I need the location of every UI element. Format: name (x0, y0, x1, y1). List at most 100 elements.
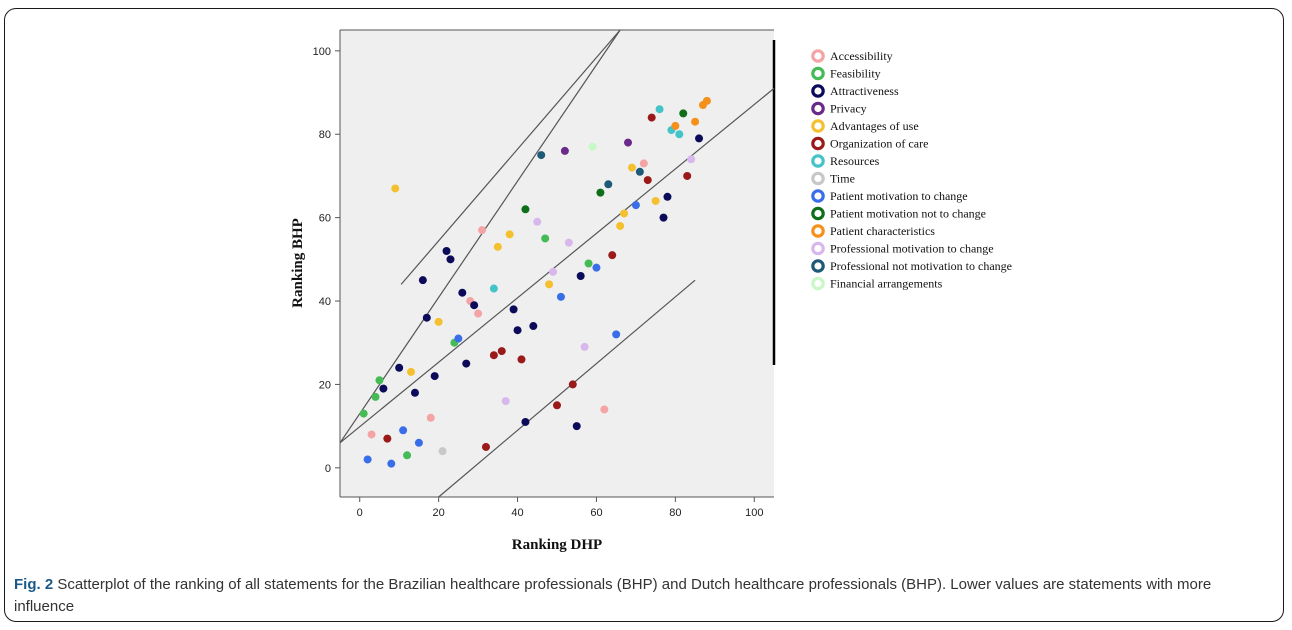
point-patient-motivation-not-to-change (679, 109, 688, 118)
point-privacy (560, 146, 569, 155)
reference-line-1 (339, 29, 621, 444)
y-tick-label: 60 (319, 213, 331, 225)
legend-marker-patient-characteristics (811, 224, 825, 238)
point-patient-motivation-to-change (387, 459, 396, 468)
point-advantages-of-use (620, 209, 629, 218)
point-advantages-of-use (651, 196, 660, 205)
point-patient-motivation-to-change (612, 330, 621, 339)
point-professional-motivation-to-change (564, 238, 573, 247)
point-attractiveness (422, 313, 431, 322)
point-organization-of-care (608, 251, 617, 260)
legend-marker-attractiveness (811, 84, 825, 98)
point-feasibility (403, 451, 412, 460)
point-accessibility (600, 405, 609, 414)
point-organization-of-care (489, 351, 498, 360)
point-attractiveness (659, 213, 668, 222)
point-professional-motivation-to-change (501, 397, 510, 406)
legend-label-advantages-of-use: Advantages of use (830, 119, 919, 133)
x-tick-label: 80 (669, 507, 681, 519)
point-feasibility (584, 259, 593, 268)
x-tick-label: 60 (590, 507, 602, 519)
point-advantages-of-use (545, 280, 554, 289)
legend-marker-professional-motivation-to-change (811, 241, 825, 256)
point-patient-characteristics (671, 121, 680, 130)
point-resources (489, 284, 498, 293)
point-advantages-of-use (493, 242, 502, 251)
axis-ticks: 0 20 40 60 80 100 0 20 40 60 80 100 (313, 46, 764, 519)
legend-marker-accessibility (811, 49, 825, 63)
point-organization-of-care (517, 355, 526, 364)
point-attractiveness (430, 372, 439, 381)
point-privacy (624, 138, 633, 147)
legend-label-professional-motivation-to-change: Professional motivation to change (830, 242, 994, 256)
legend-marker-time (811, 171, 825, 186)
legend-marker-advantages-of-use (811, 119, 825, 133)
point-advantages-of-use (616, 221, 625, 230)
point-advantages-of-use (407, 367, 416, 376)
legend-label-accessibility: Accessibility (830, 49, 893, 63)
legend-marker-resources (811, 154, 825, 168)
reference-lines (339, 29, 775, 498)
point-feasibility (375, 376, 384, 385)
point-attractiveness (576, 272, 585, 281)
point-attractiveness (529, 322, 538, 331)
y-tick-label: 40 (319, 296, 331, 308)
x-tick-label: 0 (357, 507, 363, 519)
point-attractiveness (410, 388, 419, 397)
legend-marker-financial-arrangements (811, 276, 825, 291)
point-attractiveness (521, 417, 530, 426)
legend-marker-privacy (811, 101, 825, 116)
legend-marker-organization-of-care (811, 136, 825, 151)
point-professional-not-motivation-to-change (604, 180, 613, 189)
y-tick-label: 100 (313, 46, 331, 58)
point-professional-motivation-to-change (533, 217, 542, 226)
point-patient-motivation-to-change (556, 292, 565, 301)
reference-line-2 (339, 87, 775, 444)
point-feasibility (359, 409, 368, 418)
point-organization-of-care (481, 442, 490, 451)
y-axis-title: Ranking BHP (290, 218, 306, 308)
legend-label-professional-not-motivation-to-change: Professional not motivation to change (830, 259, 1012, 273)
point-professional-not-motivation-to-change (635, 167, 644, 176)
point-professional-motivation-to-change (580, 342, 589, 351)
x-tick-label: 40 (511, 507, 523, 519)
point-organization-of-care (553, 401, 561, 410)
point-accessibility (474, 309, 483, 318)
point-accessibility (639, 159, 648, 168)
point-organization-of-care (643, 176, 652, 185)
point-attractiveness (442, 246, 451, 255)
reference-line-4 (400, 29, 621, 285)
x-tick-label: 100 (745, 507, 763, 519)
legend-marker-patient-motivation-not-to-change (811, 206, 825, 221)
point-resources (675, 130, 684, 139)
legend-label-attractiveness: Attractiveness (830, 84, 899, 98)
reference-line-3 (438, 279, 696, 498)
point-organization-of-care (683, 171, 692, 180)
legend-label-financial-arrangements: Financial arrangements (830, 277, 943, 291)
point-patient-motivation-not-to-change (596, 188, 605, 197)
legend-marker-feasibility (811, 66, 825, 81)
point-advantages-of-use (505, 230, 514, 239)
point-accessibility (367, 430, 376, 439)
legend: Accessibility Feasibility Attractiveness Pr… (811, 49, 1012, 291)
legend-label-patient-motivation-to-change: Patient motivation to change (830, 189, 968, 203)
point-attractiveness (572, 422, 581, 431)
point-attractiveness (458, 288, 467, 297)
point-financial-arrangements (588, 142, 597, 151)
point-accessibility (426, 413, 435, 422)
point-attractiveness (395, 363, 404, 372)
legend-label-patient-motivation-not-to-change: Patient motivation not to change (830, 207, 986, 221)
legend-label-time: Time (830, 172, 855, 186)
point-attractiveness (379, 384, 388, 393)
legend-marker-patient-motivation-to-change (811, 189, 825, 203)
point-attractiveness (509, 305, 518, 314)
point-resources (655, 105, 664, 114)
point-patient-motivation-to-change (363, 455, 372, 464)
point-patient-characteristics (702, 96, 711, 105)
point-professional-motivation-to-change (549, 267, 558, 276)
legend-marker-professional-not-motivation-to-change (811, 259, 825, 273)
point-feasibility (371, 392, 380, 401)
point-patient-characteristics (691, 117, 700, 126)
legend-label-resources: Resources (830, 154, 880, 168)
point-patient-motivation-to-change (399, 426, 408, 435)
